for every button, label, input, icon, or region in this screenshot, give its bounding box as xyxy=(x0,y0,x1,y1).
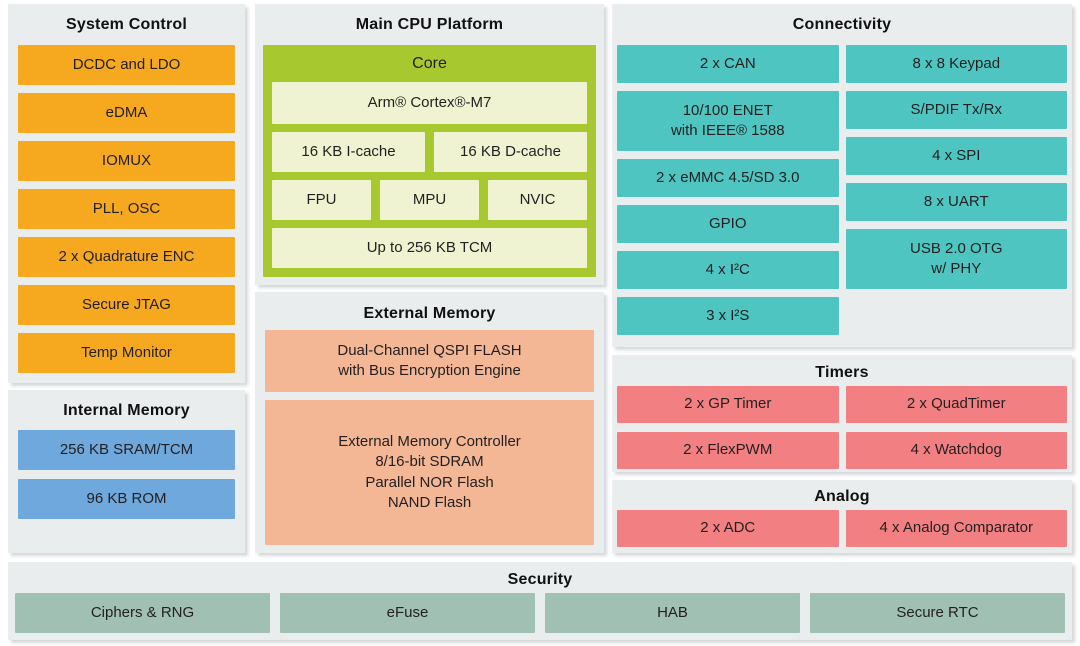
block-hab: HAB xyxy=(545,593,800,633)
panel-analog: Analog 2 x ADC 4 x Analog Comparator xyxy=(612,480,1072,553)
block-spi: 4 x SPI xyxy=(845,137,1067,175)
block-tcm: Up to 256 KB TCM xyxy=(272,228,587,268)
block-usb-otg-phy: USB 2.0 OTG w/ PHY xyxy=(845,229,1067,289)
connectivity-left-column: 2 x CAN 10/100 ENET with IEEE® 1588 2 x … xyxy=(617,45,839,335)
core-label: Core xyxy=(412,54,447,72)
block-rom: 96 KB ROM xyxy=(18,479,235,519)
external-memory-title: External Memory xyxy=(363,305,496,322)
block-icache: 16 KB I-cache xyxy=(272,132,425,172)
block-enet-ieee1588: 10/100 ENET with IEEE® 1588 xyxy=(617,91,839,151)
main-cpu-platform-title: Main CPU Platform xyxy=(355,16,504,33)
block-can: 2 x CAN xyxy=(617,45,839,83)
cpu-core-container: Core Arm® Cortex®-M7 16 KB I-cache 16 KB… xyxy=(263,45,596,277)
panel-system-control: System Control DCDC and LDO eDMA IOMUX P… xyxy=(8,4,245,383)
panel-timers: Timers 2 x GP Timer 2 x QuadTimer 2 x Fl… xyxy=(612,355,1072,472)
block-iomux: IOMUX xyxy=(18,141,235,181)
system-control-title: System Control xyxy=(65,16,188,33)
block-efuse: eFuse xyxy=(280,593,535,633)
block-adc: 2 x ADC xyxy=(617,510,839,547)
panel-internal-memory: Internal Memory 256 KB SRAM/TCM 96 KB RO… xyxy=(8,390,245,553)
block-dcache: 16 KB D-cache xyxy=(434,132,587,172)
block-qspi-flash: Dual-Channel QSPI FLASH with Bus Encrypt… xyxy=(265,330,594,392)
core-blocks: Arm® Cortex®-M7 16 KB I-cache 16 KB D-ca… xyxy=(272,82,587,268)
timers-title: Timers xyxy=(815,364,869,381)
block-nvic: NVIC xyxy=(488,180,587,220)
block-pll-osc: PLL, OSC xyxy=(18,189,235,229)
block-sram-tcm: 256 KB SRAM/TCM xyxy=(18,430,235,470)
internal-memory-blocks: 256 KB SRAM/TCM 96 KB ROM xyxy=(18,430,235,519)
block-dcdc-and-ldo: DCDC and LDO xyxy=(18,45,235,85)
panel-connectivity: Connectivity 2 x CAN 10/100 ENET with IE… xyxy=(612,4,1072,347)
block-spdif: S/PDIF Tx/Rx xyxy=(845,91,1067,129)
block-external-memory-controller: External Memory Controller 8/16-bit SDRA… xyxy=(265,400,594,545)
panel-main-cpu-platform: Main CPU Platform Core Arm® Cortex®-M7 1… xyxy=(255,4,604,285)
block-mpu: MPU xyxy=(380,180,479,220)
block-secure-rtc: Secure RTC xyxy=(810,593,1065,633)
block-fpu: FPU xyxy=(272,180,371,220)
block-i2s: 3 x I²S xyxy=(617,297,839,335)
panel-security: Security Ciphers & RNG eFuse HAB Secure … xyxy=(8,562,1072,640)
security-blocks: Ciphers & RNG eFuse HAB Secure RTC xyxy=(15,593,1065,633)
block-quadtimer: 2 x QuadTimer xyxy=(845,386,1067,423)
block-quadrature-enc: 2 x Quadrature ENC xyxy=(18,237,235,277)
block-flexpwm: 2 x FlexPWM xyxy=(617,432,839,469)
analog-blocks: 2 x ADC 4 x Analog Comparator xyxy=(617,510,1067,547)
block-watchdog: 4 x Watchdog xyxy=(845,432,1067,469)
block-gp-timer: 2 x GP Timer xyxy=(617,386,839,423)
external-memory-blocks: Dual-Channel QSPI FLASH with Bus Encrypt… xyxy=(265,330,594,545)
block-edma: eDMA xyxy=(18,93,235,133)
security-title: Security xyxy=(507,571,573,588)
timers-blocks: 2 x GP Timer 2 x QuadTimer 2 x FlexPWM 4… xyxy=(617,386,1067,469)
block-keypad: 8 x 8 Keypad xyxy=(845,45,1067,83)
connectivity-title: Connectivity xyxy=(792,16,892,33)
block-temp-monitor: Temp Monitor xyxy=(18,333,235,373)
block-ciphers-rng: Ciphers & RNG xyxy=(15,593,270,633)
internal-memory-title: Internal Memory xyxy=(63,402,190,419)
block-gpio: GPIO xyxy=(617,205,839,243)
block-emmc-sd: 2 x eMMC 4.5/SD 3.0 xyxy=(617,159,839,197)
analog-title: Analog xyxy=(814,488,870,505)
block-secure-jtag: Secure JTAG xyxy=(18,285,235,325)
block-arm-cortex-m7: Arm® Cortex®-M7 xyxy=(272,82,587,124)
block-uart: 8 x UART xyxy=(845,183,1067,221)
block-i2c: 4 x I²C xyxy=(617,251,839,289)
connectivity-right-column: 8 x 8 Keypad S/PDIF Tx/Rx 4 x SPI 8 x UA… xyxy=(845,45,1067,335)
system-control-blocks: DCDC and LDO eDMA IOMUX PLL, OSC 2 x Qua… xyxy=(18,45,235,373)
block-analog-comparator: 4 x Analog Comparator xyxy=(845,510,1067,547)
panel-external-memory: External Memory Dual-Channel QSPI FLASH … xyxy=(255,292,604,553)
